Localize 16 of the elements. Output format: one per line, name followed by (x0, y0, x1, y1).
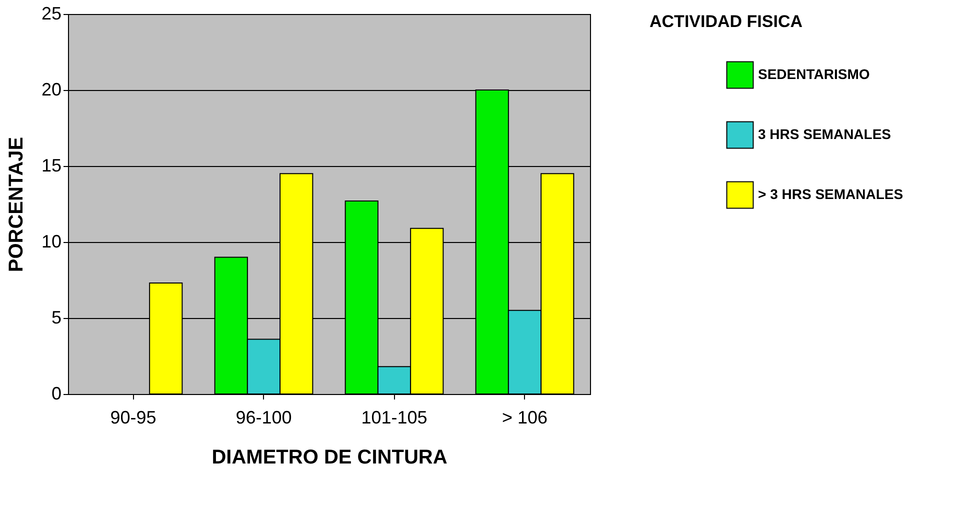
x-tick-label: 96-100 (236, 408, 292, 428)
y-tick-label: 10 (41, 232, 62, 252)
y-tick-label: 5 (51, 308, 62, 328)
y-tick-label: 25 (41, 4, 62, 24)
legend-title: ACTIVIDAD FISICA (650, 12, 802, 31)
legend-label: SEDENTARISMO (758, 66, 870, 82)
y-tick-label: 0 (51, 384, 62, 404)
legend-label: 3 HRS SEMANALES (758, 126, 892, 142)
y-tick-label: 20 (41, 80, 62, 100)
x-tick-label: > 106 (502, 408, 548, 428)
y-tick-label: 15 (41, 156, 62, 176)
x-tick-label: 90-95 (110, 408, 156, 428)
x-axis-title: DIAMETRO DE CINTURA (212, 446, 448, 468)
x-tick-label: 101-105 (361, 408, 428, 428)
legend-label: > 3 HRS SEMANALES (758, 186, 904, 202)
y-axis-title: PORCENTAJE (5, 136, 28, 272)
